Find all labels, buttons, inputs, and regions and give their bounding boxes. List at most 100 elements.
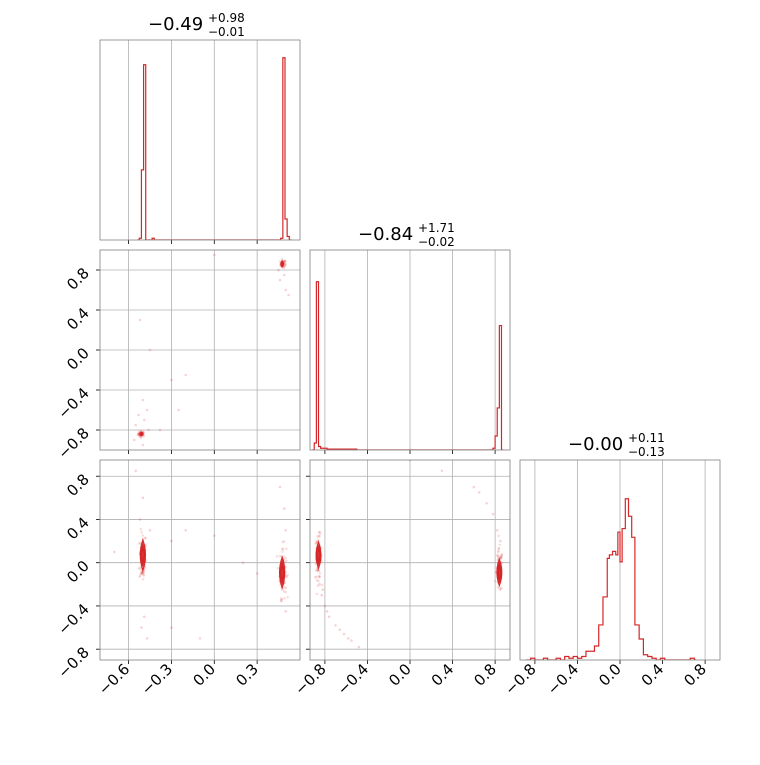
scatter-sample-point (315, 592, 319, 596)
scatter-sample-point (139, 527, 143, 531)
scatter-sample-point (500, 586, 504, 590)
scatter-sample-point (500, 553, 504, 556)
scatter-sample-point (283, 259, 287, 263)
x-tick-label: −0.3 (138, 660, 176, 698)
scatter-sample-point (278, 260, 282, 263)
scatter-point (142, 418, 146, 422)
scatter-sample-point (497, 547, 501, 550)
scatter-sample-point (137, 566, 141, 570)
scatter-point (170, 378, 173, 382)
scatter-point (485, 501, 488, 505)
scatter-sample-point (316, 535, 319, 538)
x-tick-label: 0.8 (680, 660, 710, 690)
scatter-sample-point (137, 542, 141, 545)
scatter-point (138, 318, 142, 322)
density-contour (140, 542, 146, 568)
histogram-bin (144, 65, 146, 240)
panel-frame (99, 459, 301, 661)
scatter-point (177, 408, 180, 412)
p22-title-upper-error: +0.11 (628, 431, 665, 445)
scatter-sample-point (138, 574, 142, 577)
scatter-sample-point (283, 596, 286, 600)
panel-p22: −0.00 +0.11 −0.13 (568, 431, 665, 459)
panel-p20-marks (112, 469, 289, 640)
x-tick-label: 0.8 (470, 660, 500, 690)
scatter-point (134, 423, 138, 427)
density-contour (280, 261, 284, 267)
scatter-point (338, 628, 342, 632)
scatter-sample-point (144, 536, 147, 540)
scatter-sample-point (141, 572, 144, 575)
histogram-bin (586, 651, 590, 660)
histogram-bin (616, 555, 618, 660)
x-tick-label: −0.6 (95, 660, 133, 698)
scatter-sample-point (139, 571, 143, 575)
scatter-sample-point (138, 575, 141, 578)
scatter-sample-point (138, 430, 141, 434)
scatter-point (323, 604, 327, 608)
scatter-sample-point (497, 555, 500, 558)
scatter-sample-point (286, 573, 289, 577)
scatter-point (241, 561, 245, 565)
scatter-point (147, 428, 150, 432)
scatter-sample-point (499, 556, 503, 559)
scatter-sample-point (139, 572, 143, 576)
scatter-sample-point (317, 569, 320, 572)
panel-p10-marks (132, 253, 290, 447)
y-tick-label: 0.8 (63, 470, 93, 500)
x-tick-label: −0.8 (501, 660, 539, 698)
scatter-point (477, 491, 481, 494)
scatter-sample-point (140, 572, 144, 575)
x-tick-label: 0.4 (428, 660, 458, 690)
p11-title-upper-error: +1.71 (418, 221, 455, 235)
scatter-sample-point (500, 561, 504, 564)
x-tick-label: −0.8 (291, 660, 329, 698)
scatter-sample-point (498, 543, 502, 547)
panel-p21-marks (314, 460, 504, 649)
scatter-sample-point (281, 547, 285, 551)
y-tick-label: −0.4 (54, 384, 92, 422)
scatter-point (346, 637, 350, 640)
panel-frame (309, 249, 511, 451)
scatter-sample-point (285, 547, 288, 551)
scatter-point (132, 438, 136, 442)
y-tick-label: 0.0 (63, 344, 93, 374)
scatter-sample-point (315, 578, 319, 582)
histogram-bin (632, 537, 635, 660)
scatter-sample-point (141, 577, 145, 581)
density-contour (497, 561, 502, 584)
scatter-sample-point (143, 567, 147, 570)
scatter-point (350, 639, 353, 642)
histogram-bin (603, 597, 607, 660)
scatter-sample-point (282, 540, 286, 543)
scatter-point (284, 288, 288, 292)
scatter-sample-point (142, 435, 145, 438)
scatter-sample-point (281, 550, 284, 553)
histogram-bin (314, 443, 316, 450)
scatter-sample-point (320, 583, 324, 587)
scatter-sample-point (280, 547, 284, 551)
scatter-sample-point (142, 571, 145, 574)
panel-frame (99, 39, 301, 241)
panel-p22-plot: −0.8 −0.4 0.0 0.4 0.8 (501, 459, 721, 699)
scatter-sample-point (279, 597, 283, 601)
histogram-bin (618, 532, 620, 660)
scatter-sample-point (139, 567, 142, 571)
scatter-point (145, 408, 149, 412)
panel-p11-plot (309, 249, 511, 454)
scatter-point (321, 588, 325, 592)
histogram-bin (599, 625, 603, 660)
scatter-sample-point (493, 579, 497, 583)
histogram-bin (141, 170, 143, 240)
x-tick-label: 0.0 (595, 660, 625, 690)
scatter-point (357, 645, 361, 649)
histogram-bin (643, 655, 647, 660)
scatter-sample-point (318, 571, 322, 575)
scatter-sample-point (496, 586, 500, 589)
histogram-bin (582, 656, 586, 660)
histogram-bin (629, 516, 632, 660)
scatter-sample-point (284, 590, 287, 594)
scatter-sample-point (284, 263, 288, 267)
p00-title: −0.49 (148, 14, 203, 35)
